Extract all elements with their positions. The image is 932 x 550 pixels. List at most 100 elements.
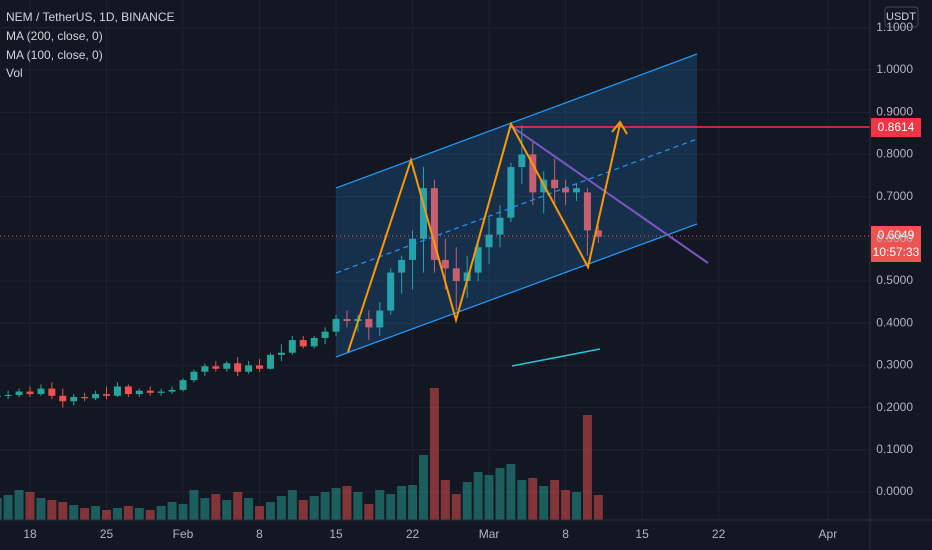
short-line	[511, 348, 601, 367]
y-tick-label: 0.5000	[876, 273, 913, 287]
candle-body	[507, 167, 515, 218]
candle-body	[496, 217, 504, 235]
volume-bar	[80, 508, 90, 520]
countdown: 10:57:33	[873, 245, 920, 259]
candle-body	[81, 397, 89, 399]
volume-bar	[342, 486, 352, 520]
candle-body	[146, 390, 154, 393]
candle-body	[256, 365, 264, 369]
candle-body	[594, 230, 602, 237]
x-tick-label: 18	[23, 527, 37, 541]
candle-body	[474, 247, 482, 273]
candle-body	[529, 154, 537, 193]
y-tick-label: 0.7000	[876, 189, 913, 203]
candle-body	[518, 154, 526, 168]
volume-bar	[123, 506, 133, 520]
volume-bar	[593, 495, 603, 520]
y-tick-label: 0.3000	[876, 358, 913, 372]
candle-body	[430, 188, 438, 260]
candle-body	[310, 337, 318, 347]
volume-bar	[145, 510, 155, 520]
volume-bar	[539, 486, 549, 520]
candle-body	[113, 386, 121, 396]
candle-body	[37, 388, 45, 395]
volume-bar	[265, 502, 275, 520]
y-tick-label: 1.0000	[876, 62, 913, 76]
x-tick-label: 15	[635, 527, 649, 541]
volume-bar	[528, 478, 538, 520]
candle-layer	[0, 124, 602, 408]
candle-body	[234, 363, 242, 372]
chart-title: NEM / TetherUS, 1D, BINANCE	[6, 10, 175, 24]
x-tick-label: 8	[256, 527, 263, 541]
candle-body	[190, 371, 198, 381]
arrow-head	[611, 120, 628, 135]
volume-bar	[69, 505, 79, 520]
volume-bar	[550, 480, 560, 520]
volume-bar	[561, 490, 571, 520]
y-tick-label: 0.2000	[876, 400, 913, 414]
channel-mid	[335, 138, 698, 274]
candle-body	[135, 390, 143, 395]
volume-bar	[200, 498, 210, 520]
volume-bar	[495, 468, 505, 520]
candle-body	[365, 318, 373, 328]
volume-bar	[397, 486, 407, 520]
volume-bar	[233, 492, 243, 520]
candle-body	[223, 363, 231, 369]
candle-body	[168, 389, 176, 392]
candle-body	[562, 188, 570, 193]
volume-bar	[462, 482, 472, 520]
zigzag-pattern	[347, 121, 621, 353]
volume-bar	[58, 502, 68, 520]
volume-bar	[429, 388, 439, 520]
volume-bar	[47, 500, 57, 520]
candle-body	[288, 340, 296, 353]
volume-bar	[178, 504, 188, 520]
volume-bar	[156, 506, 166, 520]
volume-bar	[25, 492, 35, 520]
trend-line	[510, 125, 709, 264]
candle-body	[157, 391, 165, 393]
x-tick-label: Apr	[819, 527, 838, 541]
y-tick-label: 0.1000	[876, 442, 913, 456]
volume-bar	[244, 498, 254, 520]
volume-bar	[473, 472, 483, 520]
candle-body	[441, 259, 449, 269]
indicator-label: MA (200, close, 0)	[6, 29, 103, 43]
volume-bar	[418, 455, 428, 520]
candle-body	[70, 397, 78, 402]
candle-body	[452, 268, 460, 281]
candle-body	[212, 366, 220, 369]
currency-box[interactable]	[884, 6, 919, 28]
x-tick-label: 25	[100, 527, 114, 541]
volume-bar	[91, 506, 101, 520]
indicator-label: Vol	[6, 66, 23, 80]
last-price-label: 0.6049	[878, 228, 915, 242]
volume-bar	[364, 504, 374, 520]
y-tick-label: 0.6000	[876, 231, 913, 245]
y-tick-label: 0.8000	[876, 147, 913, 161]
candle-body	[179, 380, 187, 390]
candle-body	[0, 395, 1, 398]
volume-bar	[0, 498, 2, 520]
y-tick-label: 0.9000	[876, 104, 913, 118]
volume-bar	[572, 492, 581, 520]
candle-body	[419, 188, 427, 239]
x-tick-label: 15	[329, 527, 343, 541]
volume-bar	[276, 496, 286, 520]
candle-body	[4, 394, 12, 396]
volume-bar	[3, 495, 13, 520]
volume-bar	[353, 492, 363, 520]
candle-body	[376, 310, 384, 328]
candle-body	[332, 318, 340, 332]
volume-bar	[375, 490, 385, 520]
candle-body	[583, 192, 591, 231]
candle-body	[573, 188, 580, 193]
indicator-label: MA (100, close, 0)	[6, 48, 103, 62]
volume-layer	[0, 388, 603, 520]
channel-upper	[335, 53, 698, 189]
x-tick-label: Mar	[479, 527, 500, 541]
